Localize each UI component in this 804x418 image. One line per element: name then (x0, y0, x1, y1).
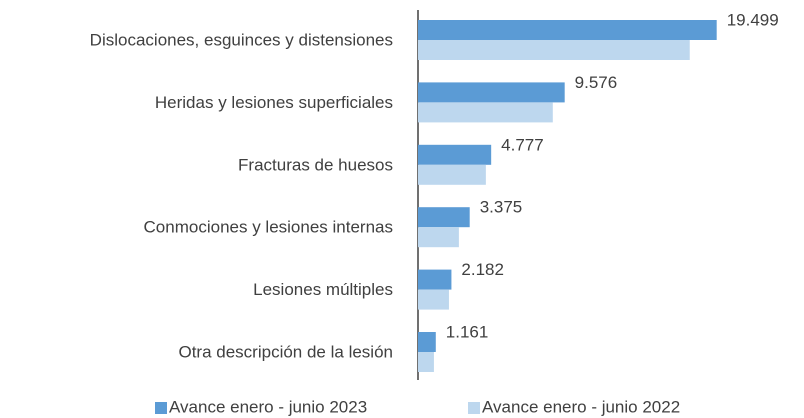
bar (418, 164, 486, 185)
data-label: 1.161 (446, 322, 489, 341)
bar (418, 144, 492, 165)
bar (418, 269, 452, 290)
legend-swatch (155, 402, 167, 414)
data-label: 19.499 (727, 10, 779, 29)
data-label: 9.576 (575, 73, 618, 92)
y-tick-label: Lesiones múltiples (253, 280, 393, 299)
bar (418, 289, 449, 310)
bar (418, 332, 436, 352)
bar (418, 40, 690, 60)
y-tick-label: Fracturas de huesos (238, 155, 393, 174)
data-label: 3.375 (480, 198, 523, 217)
y-tick-label: Heridas y lesiones superficiales (155, 93, 393, 112)
legend-label: Avance enero - junio 2022 (482, 397, 680, 416)
y-tick-label: Conmociones y lesiones internas (144, 218, 393, 237)
legend-swatch (468, 402, 480, 414)
bar (418, 20, 717, 40)
bar (418, 82, 565, 103)
bar (418, 102, 553, 123)
bar (418, 207, 470, 228)
y-tick-label: Dislocaciones, esguinces y distensiones (90, 30, 393, 49)
bar (418, 227, 459, 248)
bar (418, 352, 434, 372)
data-label: 2.182 (461, 260, 504, 279)
legend-label: Avance enero - junio 2023 (169, 397, 367, 416)
data-label: 4.777 (501, 135, 544, 154)
y-tick-label: Otra descripción de la lesión (178, 342, 393, 361)
